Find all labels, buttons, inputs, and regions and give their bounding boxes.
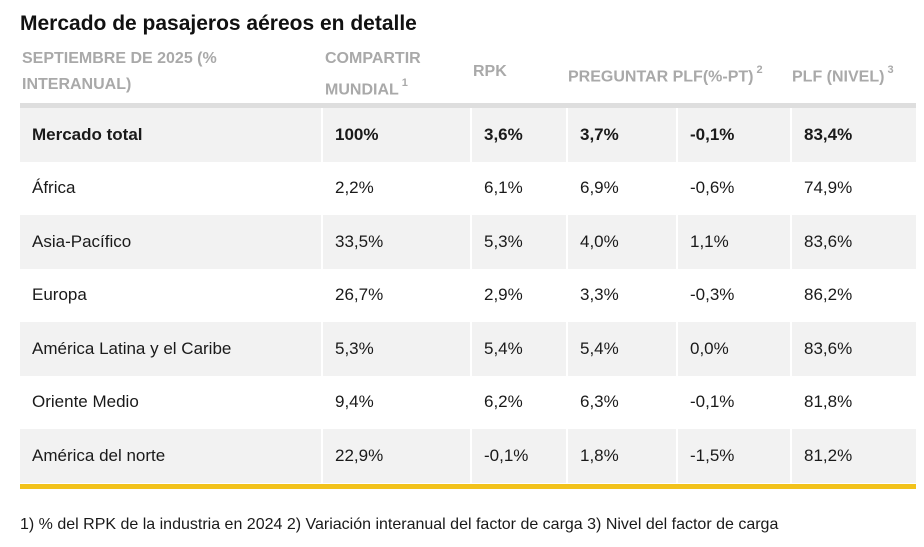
- cell-ask: 1,8%: [566, 429, 676, 483]
- cell-ask: 3,3%: [566, 268, 676, 322]
- cell-region: Asia-Pacífico: [32, 231, 132, 251]
- table-row: Europa 26,7% 2,9% 3,3% -0,3% 86,2%: [20, 268, 916, 322]
- header-plf-level-sup: 3: [887, 64, 894, 76]
- cell-share: 33,5%: [321, 215, 470, 269]
- header-plf-level-label: PLF (NIVEL): [792, 68, 885, 86]
- cell-rpk: 6,2%: [470, 375, 566, 429]
- cell-rpk: 5,3%: [470, 215, 566, 269]
- cell-share: 9,4%: [321, 375, 470, 429]
- cell-region: América Latina y el Caribe: [32, 338, 232, 358]
- cell-share: 5,3%: [321, 322, 470, 376]
- cell-region: Europa: [32, 285, 87, 305]
- cell-plf-pt: -0,1%: [676, 375, 790, 429]
- header-period-line2: INTERANUAL): [22, 76, 132, 93]
- header-period-line1: SEPTIEMBRE DE 2025 (%: [22, 50, 217, 67]
- cell-plf-pt: -0,3%: [676, 268, 790, 322]
- header-share-sup: 1: [401, 77, 408, 89]
- table-row: Asia-Pacífico 33,5% 5,3% 4,0% 1,1% 83,6%: [20, 215, 916, 269]
- cell-ask: 6,3%: [566, 375, 676, 429]
- header-period: SEPTIEMBRE DE 2025 (% INTERANUAL): [22, 46, 217, 98]
- header-plf-pt-sup: 2: [756, 64, 763, 76]
- cell-plf-pt: -1,5%: [676, 429, 790, 483]
- cell-plf-level: 83,6%: [790, 322, 916, 376]
- cell-ask: 3,7%: [566, 108, 676, 162]
- cell-region: América del norte: [32, 445, 166, 465]
- cell-ask: 6,9%: [566, 161, 676, 215]
- cell-plf-level: 81,8%: [790, 375, 916, 429]
- cell-plf-pt: -0,6%: [676, 161, 790, 215]
- table-accent-rule: [20, 484, 916, 489]
- cell-region: Oriente Medio: [32, 392, 139, 412]
- cell-plf-pt: 1,1%: [676, 215, 790, 269]
- cell-plf-pt: -0,1%: [676, 108, 790, 162]
- footnote: 1) % del RPK de la industria en 2024 2) …: [20, 516, 779, 533]
- cell-plf-level: 83,4%: [790, 108, 916, 162]
- page-title: Mercado de pasajeros aéreos en detalle: [20, 12, 417, 35]
- header-rpk: RPK: [473, 63, 507, 80]
- cell-share: 26,7%: [321, 268, 470, 322]
- cell-plf-level: 86,2%: [790, 268, 916, 322]
- cell-ask: 5,4%: [566, 322, 676, 376]
- cell-plf-level: 83,6%: [790, 215, 916, 269]
- table-row: Mercado total 100% 3,6% 3,7% -0,1% 83,4%: [20, 108, 916, 162]
- cell-rpk: 3,6%: [470, 108, 566, 162]
- cell-share: 22,9%: [321, 429, 470, 483]
- table-row: América del norte 22,9% -0,1% 1,8% -1,5%…: [20, 429, 916, 483]
- table-row: África 2,2% 6,1% 6,9% -0,6% 74,9%: [20, 161, 916, 215]
- table-header: SEPTIEMBRE DE 2025 (% INTERANUAL) COMPAR…: [0, 44, 924, 102]
- data-table: Mercado total 100% 3,6% 3,7% -0,1% 83,4%…: [20, 103, 916, 483]
- cell-share: 100%: [321, 108, 470, 162]
- header-share-line1: COMPARTIR: [325, 50, 421, 67]
- header-plf-pt-label: PLF(%-PT): [672, 68, 754, 86]
- header-ask-label: PREGUNTAR: [568, 68, 669, 86]
- cell-share: 2,2%: [321, 161, 470, 215]
- cell-region: Mercado total: [32, 124, 143, 144]
- header-plf-level: PLF (NIVEL) 3: [792, 59, 894, 90]
- cell-plf-level: 74,9%: [790, 161, 916, 215]
- table-row: América Latina y el Caribe 5,3% 5,4% 5,4…: [20, 322, 916, 376]
- header-share-line2: MUNDIAL: [325, 81, 399, 99]
- table-row: Oriente Medio 9,4% 6,2% 6,3% -0,1% 81,8%: [20, 375, 916, 429]
- table-top-rule: [20, 103, 916, 108]
- cell-region: África: [32, 178, 76, 198]
- cell-plf-level: 81,2%: [790, 429, 916, 483]
- cell-rpk: -0,1%: [470, 429, 566, 483]
- header-share: COMPARTIR MUNDIAL 1: [325, 46, 421, 103]
- cell-rpk: 6,1%: [470, 161, 566, 215]
- cell-rpk: 5,4%: [470, 322, 566, 376]
- cell-plf-pt: 0,0%: [676, 322, 790, 376]
- cell-ask: 4,0%: [566, 215, 676, 269]
- header-ask: PREGUNTAR PLF(%-PT) 2: [568, 59, 763, 90]
- cell-rpk: 2,9%: [470, 268, 566, 322]
